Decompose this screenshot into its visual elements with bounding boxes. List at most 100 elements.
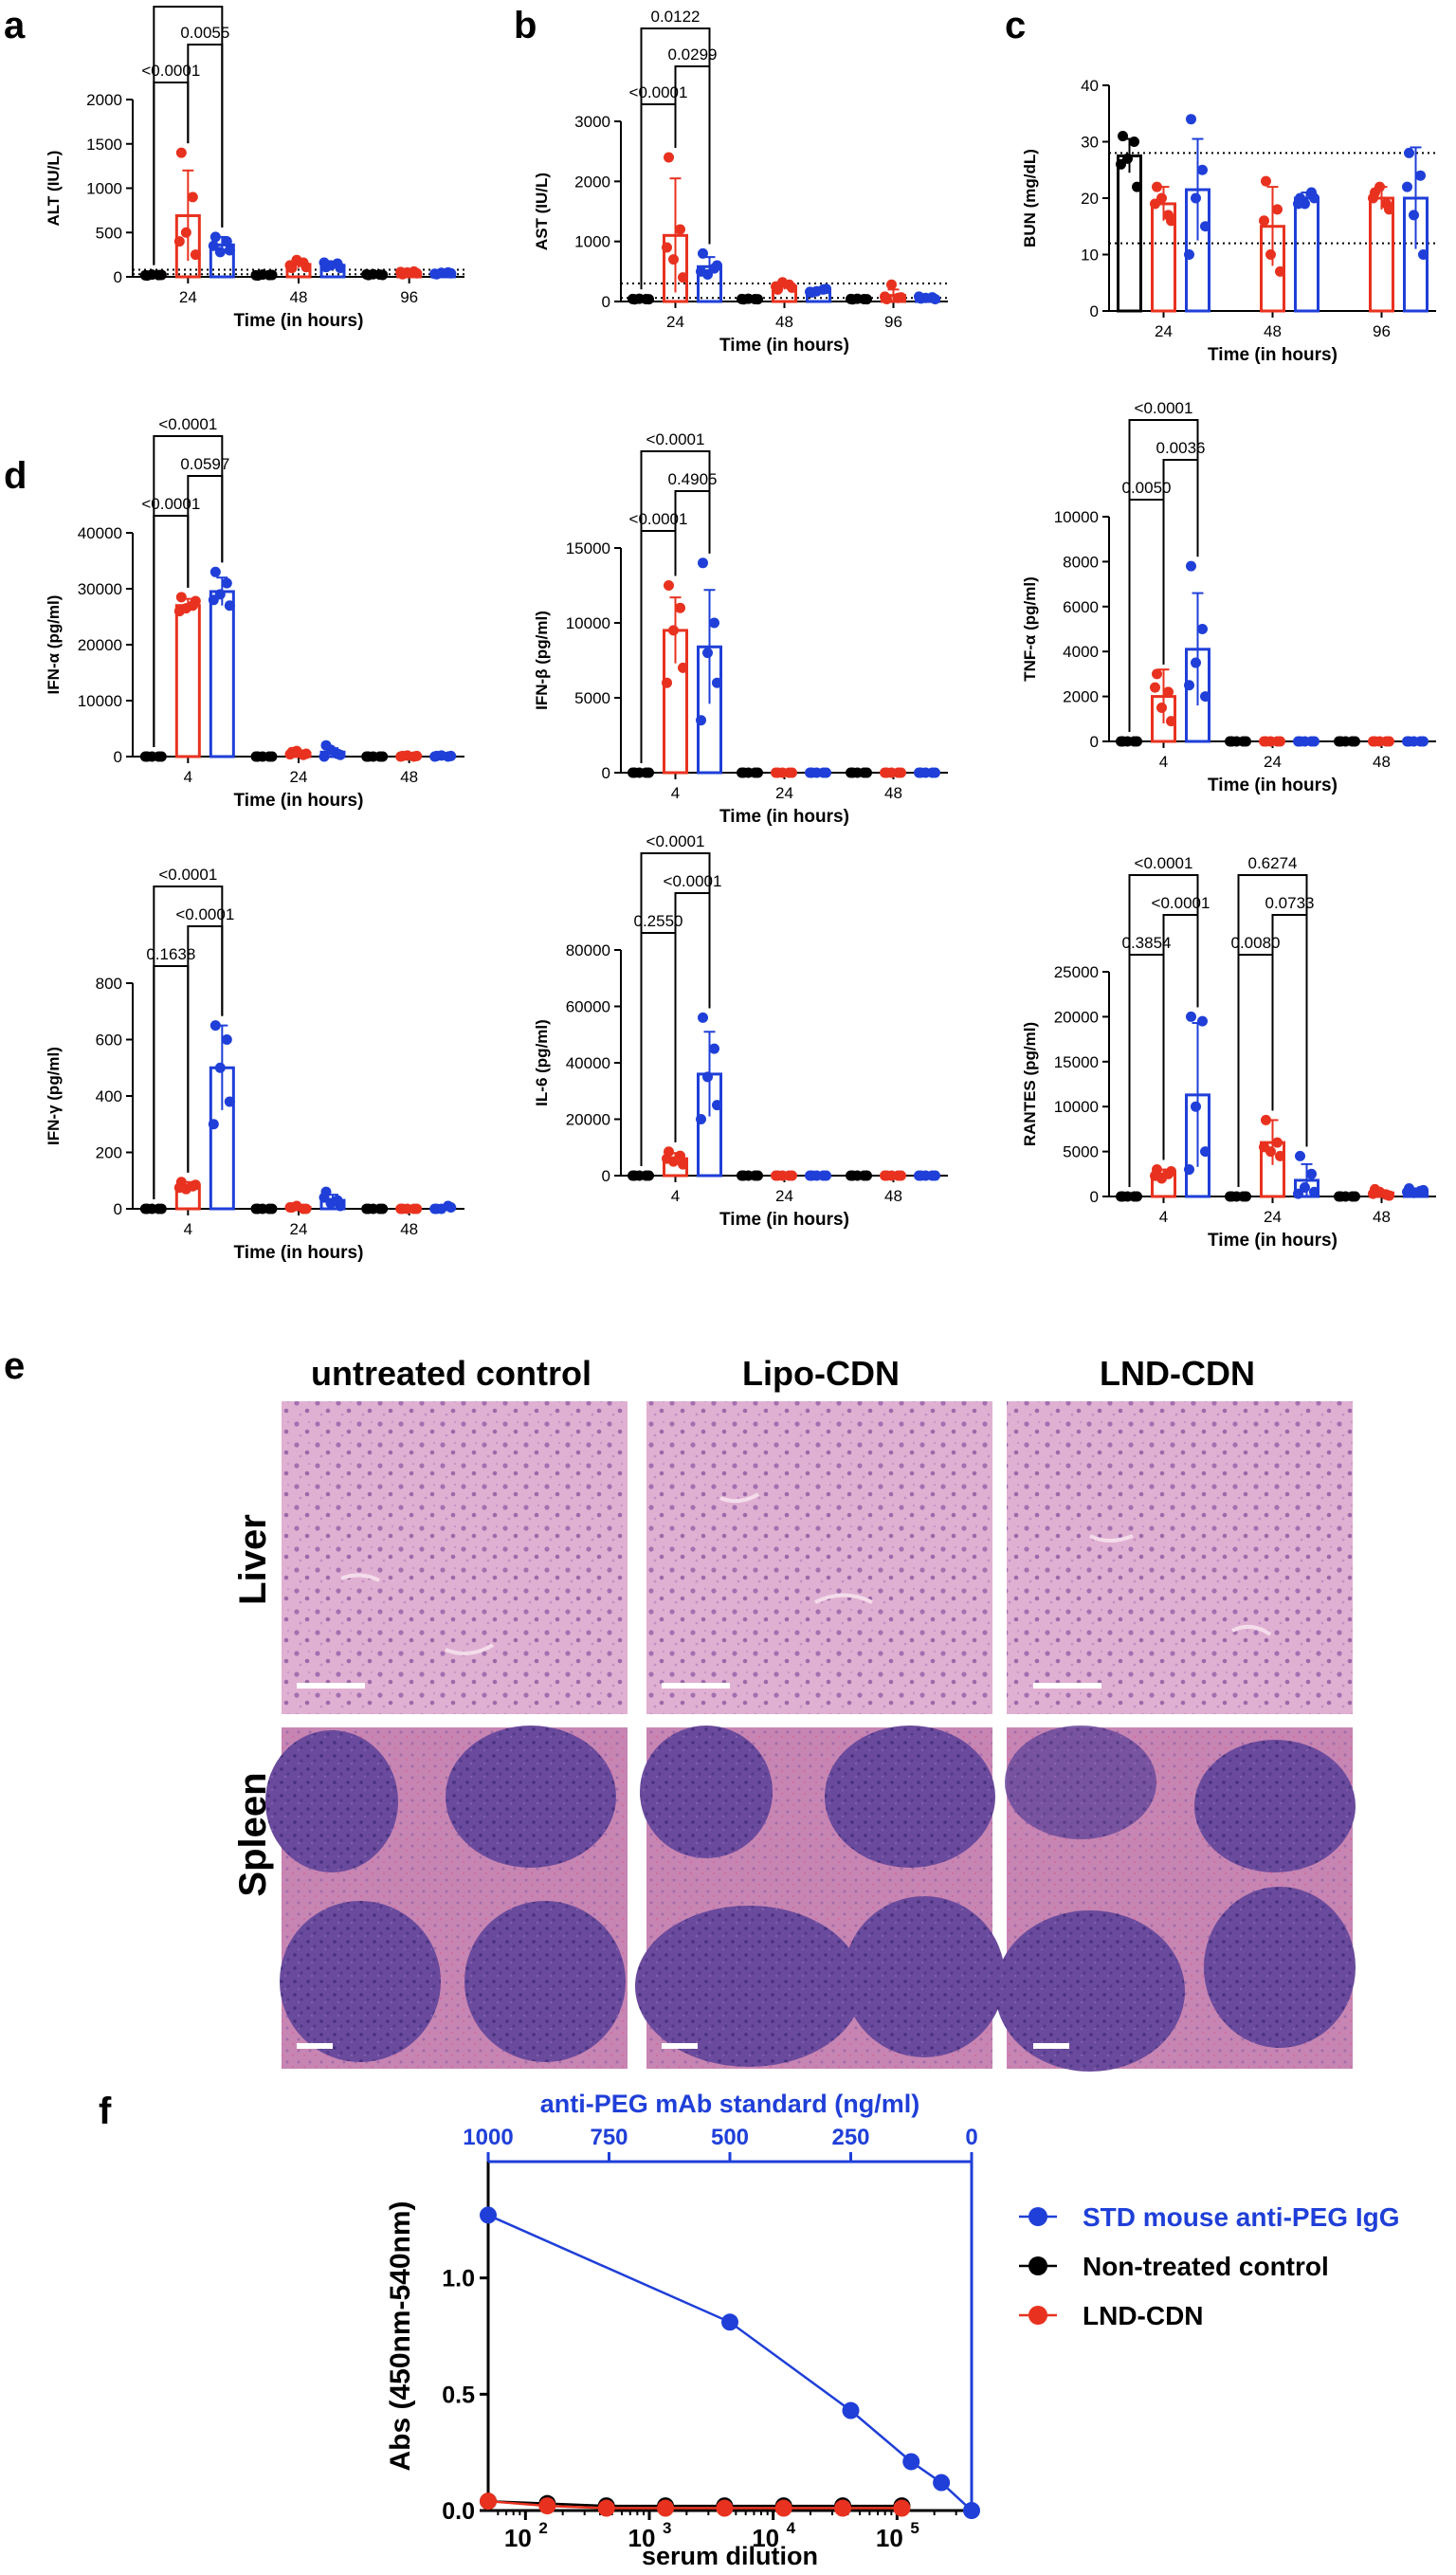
data-point-lnd [696,715,706,726]
bar-lipo [1369,196,1394,313]
data-point-lipo [284,1202,296,1214]
legend-marker-untreated [1028,2256,1047,2275]
series-point-lipo [716,2499,734,2517]
x-tick-label: 48 [1373,1208,1391,1226]
y-tick-label: 80000 [566,941,610,959]
data-point-lnd [821,283,831,295]
data-point-lnd [698,557,708,569]
data-point-lnd [1186,114,1196,125]
data-point-lipo [411,1203,423,1214]
y-tick-label: 5000 [1063,1143,1099,1161]
y-tick-label: 30000 [78,580,122,598]
x-tick-exponent: 3 [663,2519,671,2537]
data-point-untreated [846,767,856,778]
data-point-lnd [709,617,719,629]
data-point-lnd [224,600,235,612]
data-point-untreated [644,294,654,305]
data-point-lnd [446,1202,457,1214]
y-tick-label: 1000 [574,233,610,251]
series-point-lipo [597,2499,615,2517]
data-point-lnd [429,751,441,762]
data-point-lnd [1200,1146,1210,1158]
data-point-lipo [1150,198,1160,210]
data-point-lnd [1293,1188,1303,1199]
data-point-lipo [668,254,679,265]
panel-label-f: f [99,2091,112,2132]
spleen-image-lipo [635,1726,1005,2069]
legend-label: Non-treated control [1083,2252,1329,2281]
series-line-lipo [487,2499,902,2510]
data-point-untreated [862,1170,872,1181]
y-tick-label: 15000 [566,539,610,557]
x2-tick-label: 750 [590,2125,628,2150]
p-value-label: 0.4905 [668,470,718,488]
significance-bracket [640,530,677,763]
data-point-lnd [712,260,722,271]
data-point-lnd [1402,1186,1412,1197]
data-point-lnd [702,648,713,659]
scale-bar [662,2043,698,2049]
y-axis-title: IFN-α (pg/ml) [45,595,63,695]
spleen-image-untreated [265,1726,628,2069]
data-point-untreated [1116,1191,1126,1202]
y-tick-label: 0 [1090,1188,1099,1206]
x2-tick-label: 1000 [463,2125,513,2150]
data-point-untreated [862,294,872,305]
significance-bracket [153,515,190,747]
p-value-label: <0.0001 [141,62,200,80]
x-tick-label: 10 [504,2524,532,2552]
significance-bracket [640,450,711,763]
data-point-untreated [361,1203,373,1214]
p-value-label: <0.0001 [646,430,705,448]
data-point-lipo [787,282,797,293]
data-point-lipo [284,260,296,271]
data-point-untreated [1116,158,1126,170]
data-point-untreated [737,293,747,304]
y-tick-label: 15000 [1054,1053,1099,1071]
x-axis-title: Time (in hours) [234,311,364,331]
data-point-untreated [1241,1191,1251,1202]
chart-bun: 0 10 20 30 40 24 48 96 Time (in hours) BUN (mg/dL… [1021,77,1436,365]
data-point-untreated [753,294,763,305]
data-point-lnd [914,767,924,778]
data-point-lipo [1275,1150,1285,1161]
data-point-lnd [1200,691,1210,703]
data-point-lipo [1259,215,1269,227]
data-point-untreated [862,767,872,778]
series-point-lipo [774,2499,792,2517]
data-point-untreated [1118,131,1128,142]
data-point-lipo [1265,249,1276,260]
scale-bar [1033,2043,1069,2049]
y-axis-title: IFN-β (pg/ml) [533,611,551,710]
x-tick-label: 48 [884,1187,902,1205]
y-tick-label: 40000 [566,1054,610,1072]
p-value-label: 0.0299 [668,46,718,64]
data-point-lnd [429,268,441,280]
data-point-lnd [1197,164,1208,175]
data-point-lipo [1275,736,1285,747]
y-tick-label: 3000 [574,113,610,131]
x-tick-label: 48 [290,288,308,306]
x-tick-label: 4 [184,768,192,786]
data-point-lipo [395,266,407,278]
data-point-lnd [702,1071,713,1083]
x2-tick-label: 250 [831,2125,869,2150]
data-point-lipo [1384,736,1394,747]
data-point-lnd [1186,1011,1196,1022]
data-point-lnd [335,263,346,274]
y-axis-title: RANTES (pg/ml) [1021,1022,1039,1146]
data-point-lnd [1184,1164,1194,1176]
x-tick-label: 10 [752,2524,779,2552]
p-value-label: 0.3854 [1122,934,1172,952]
data-point-lnd [712,1100,722,1111]
data-point-lipo [675,224,685,235]
data-point-untreated [846,293,856,304]
x-axis-title: Time (in hours) [234,791,364,811]
significance-bracket [1128,419,1199,732]
y-tick-label: 5000 [574,689,610,707]
data-point-lipo [771,767,781,778]
y-tick-label: 10000 [1054,508,1099,526]
data-point-lnd [696,1114,706,1124]
y-tick-label: 0 [602,1167,610,1185]
